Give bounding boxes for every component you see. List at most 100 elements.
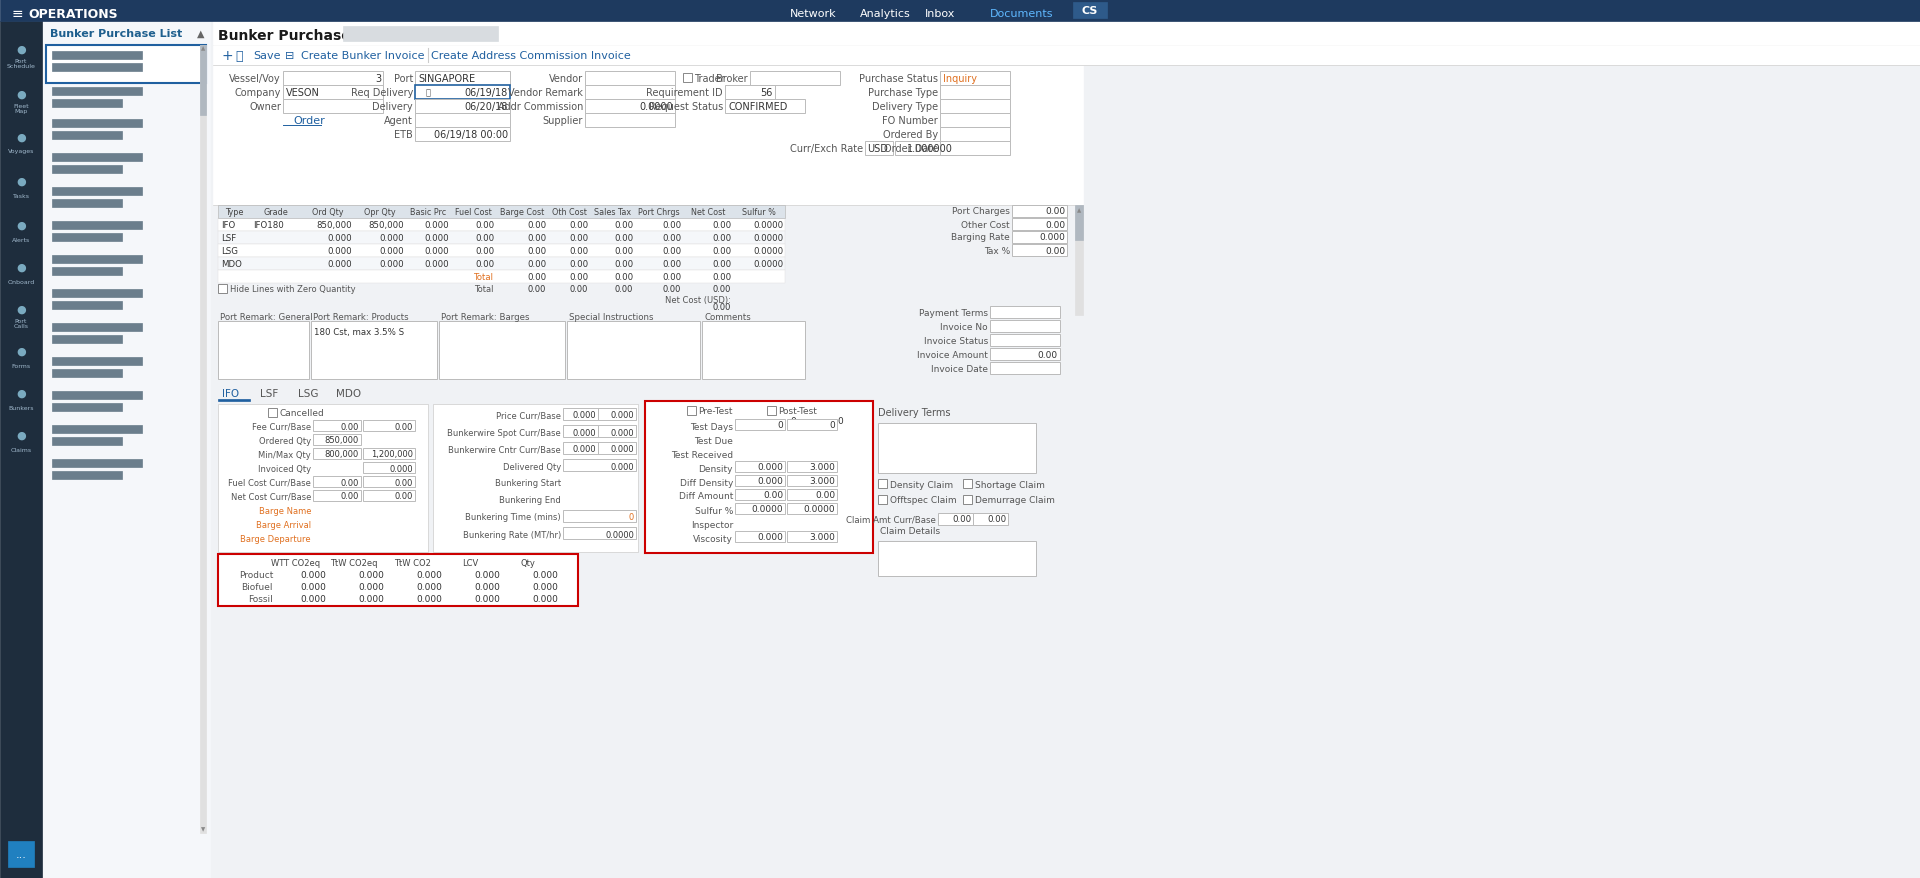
Bar: [415, 128, 511, 142]
Bar: [52, 255, 142, 263]
Bar: [586, 72, 676, 86]
Text: 📅: 📅: [426, 89, 430, 97]
Bar: [313, 491, 361, 501]
Text: ⌕: ⌕: [234, 49, 242, 62]
Bar: [363, 477, 415, 487]
Bar: [1075, 205, 1083, 315]
Bar: [434, 405, 637, 552]
Bar: [52, 357, 142, 365]
Bar: [313, 477, 361, 487]
Bar: [415, 114, 511, 128]
Text: Onboard: Onboard: [8, 279, 35, 284]
Bar: [877, 423, 1037, 473]
Bar: [219, 284, 227, 293]
Text: 0.000: 0.000: [424, 247, 449, 255]
Bar: [282, 86, 382, 100]
Bar: [1012, 245, 1068, 256]
Bar: [52, 154, 142, 162]
Bar: [46, 46, 205, 84]
Bar: [1012, 219, 1068, 231]
Text: Viscosity: Viscosity: [693, 534, 733, 543]
Bar: [684, 74, 691, 83]
Text: ●: ●: [15, 263, 25, 273]
Text: 0.00: 0.00: [662, 273, 682, 282]
Bar: [586, 100, 676, 114]
Bar: [219, 270, 785, 284]
Text: 0: 0: [837, 416, 843, 425]
Text: IFO: IFO: [221, 220, 236, 230]
Text: LSF: LSF: [221, 234, 236, 242]
Bar: [213, 66, 1083, 205]
Bar: [991, 306, 1060, 319]
Bar: [219, 580, 578, 593]
Text: Alerts: Alerts: [12, 237, 31, 242]
Text: 0.00: 0.00: [762, 491, 783, 500]
Text: 0.0000: 0.0000: [639, 102, 674, 112]
Text: +: +: [221, 49, 232, 63]
Text: Port
Schedule: Port Schedule: [6, 59, 35, 69]
Text: Comments: Comments: [705, 313, 751, 321]
Text: 0.000: 0.000: [390, 464, 413, 473]
Text: 0.00: 0.00: [614, 234, 634, 242]
Text: Ordered Qty: Ordered Qty: [259, 436, 311, 445]
Text: 0.0000: 0.0000: [753, 247, 783, 255]
Text: Total: Total: [474, 285, 493, 294]
Bar: [219, 321, 309, 379]
Text: 06/19/18: 06/19/18: [465, 88, 509, 97]
Text: Special Instructions: Special Instructions: [568, 313, 653, 321]
Bar: [726, 100, 804, 114]
Bar: [42, 22, 209, 878]
Bar: [52, 132, 123, 140]
Text: Density Claim: Density Claim: [891, 480, 952, 489]
Text: Net Cost (USD):: Net Cost (USD):: [664, 296, 732, 306]
Text: Net Cost Curr/Base: Net Cost Curr/Base: [230, 492, 311, 501]
Text: Test Due: Test Due: [695, 436, 733, 445]
Text: Port Charges: Port Charges: [952, 207, 1010, 216]
Text: Request Status: Request Status: [649, 102, 724, 112]
Text: Port Remark: General: Port Remark: General: [221, 313, 313, 321]
Text: Qty: Qty: [520, 558, 536, 567]
Text: LCV: LCV: [463, 558, 478, 567]
Bar: [703, 321, 804, 379]
Text: Other Cost: Other Cost: [962, 220, 1010, 229]
Text: 0.00: 0.00: [526, 247, 545, 255]
Bar: [219, 399, 250, 401]
Text: 0.00: 0.00: [712, 247, 732, 255]
Text: ...: ...: [15, 849, 27, 859]
Text: Test Days: Test Days: [689, 422, 733, 431]
Text: Supplier: Supplier: [543, 116, 584, 126]
Text: Diff Density: Diff Density: [680, 478, 733, 487]
Text: Order: Order: [294, 116, 324, 126]
Text: 0.00: 0.00: [526, 260, 545, 269]
Bar: [52, 88, 142, 96]
Text: Claims: Claims: [10, 447, 31, 452]
Bar: [563, 408, 597, 421]
Text: 56: 56: [760, 88, 774, 97]
Text: Vendor Remark: Vendor Remark: [509, 88, 584, 97]
Bar: [363, 421, 415, 431]
Text: TtW CO2eq: TtW CO2eq: [330, 558, 378, 567]
Text: 0.000: 0.000: [756, 533, 783, 542]
Bar: [52, 200, 123, 208]
Text: Cancelled: Cancelled: [278, 409, 324, 418]
Bar: [344, 27, 497, 42]
Bar: [219, 219, 785, 232]
Text: 0.000: 0.000: [474, 594, 499, 603]
Bar: [877, 479, 887, 488]
Bar: [1075, 205, 1083, 241]
Text: Bunkering Rate (MT/hr): Bunkering Rate (MT/hr): [463, 530, 561, 539]
Bar: [735, 462, 785, 472]
Bar: [597, 408, 636, 421]
Text: 850,000: 850,000: [317, 220, 351, 230]
Bar: [52, 64, 142, 72]
Text: Delivery Type: Delivery Type: [872, 102, 939, 112]
Text: ●: ●: [15, 45, 25, 55]
Text: Type: Type: [225, 208, 244, 217]
Bar: [964, 495, 972, 505]
Text: 850,000: 850,000: [324, 436, 359, 445]
Text: Delivery: Delivery: [372, 102, 413, 112]
Text: ●: ●: [15, 176, 25, 187]
Text: Sulfur %: Sulfur %: [695, 506, 733, 515]
Text: Order Date: Order Date: [883, 144, 939, 154]
Text: Hide Lines with Zero Quantity: Hide Lines with Zero Quantity: [230, 285, 355, 294]
